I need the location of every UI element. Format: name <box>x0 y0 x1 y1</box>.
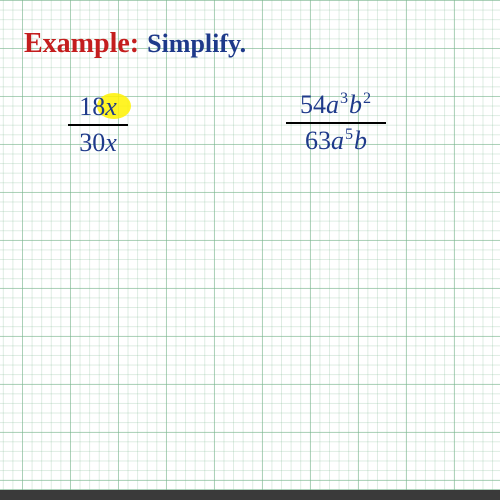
fraction-2: 54a3b2 63a5b <box>286 90 386 156</box>
heading-row: Example: Simplify. <box>24 28 476 60</box>
problems-row: 18x 30x 54a3b2 63a5b <box>24 92 476 158</box>
problem-1: 18x 30x <box>68 92 128 158</box>
coef: 63 <box>305 126 331 155</box>
coef: 18 <box>79 92 105 121</box>
var: x <box>105 92 117 121</box>
problem-2: 54a3b2 63a5b <box>286 90 386 158</box>
var2: b <box>349 90 362 119</box>
fraction-1-denominator: 30x <box>68 126 128 158</box>
exp1: 3 <box>340 90 348 107</box>
instruction-text: Simplify. <box>147 29 246 58</box>
exp2: 2 <box>363 90 371 107</box>
fraction-1: 18x 30x <box>68 92 128 158</box>
example-label: Example: <box>24 28 139 59</box>
fraction-1-numerator: 18x <box>68 92 128 124</box>
var1: a <box>326 90 339 119</box>
var2: b <box>354 126 367 155</box>
content-area: Example: Simplify. 18x 30x 54a3b2 63a5b <box>0 0 500 186</box>
fraction-2-denominator: 63a5b <box>286 124 386 156</box>
fraction-2-numerator: 54a3b2 <box>286 90 386 122</box>
coef: 54 <box>300 90 326 119</box>
coef: 30 <box>79 128 105 157</box>
exp1: 5 <box>345 126 353 143</box>
var1: a <box>331 126 344 155</box>
bottom-bar <box>0 490 500 500</box>
var: x <box>105 128 117 157</box>
